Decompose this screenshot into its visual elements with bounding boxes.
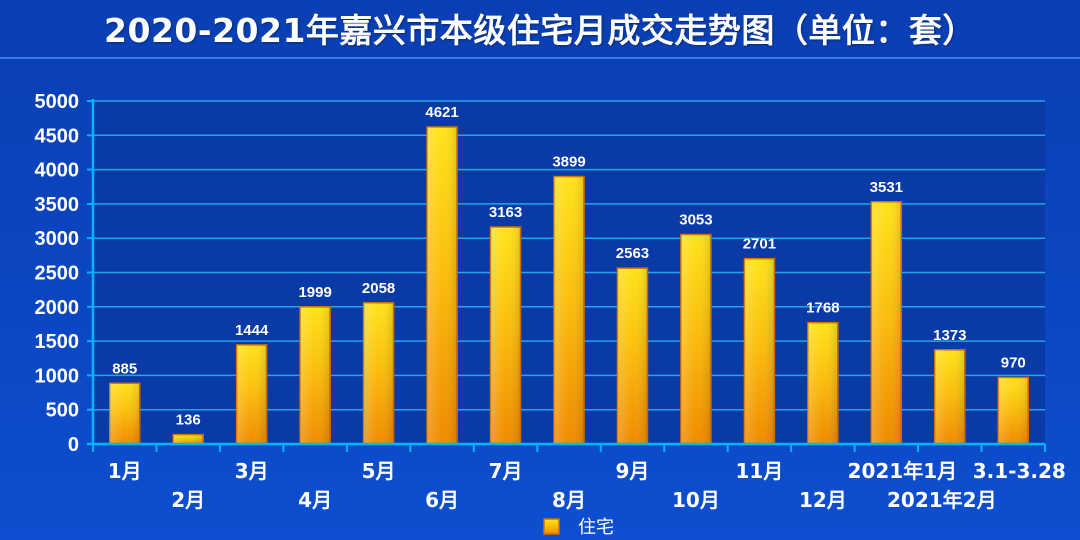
data-label: 136 (176, 412, 201, 429)
data-label: 885 (112, 360, 137, 377)
bar-shade (427, 126, 458, 445)
y-tick-label: 4000 (35, 160, 80, 182)
y-tick-label: 2500 (35, 263, 80, 285)
bar-shade (617, 268, 648, 444)
y-tick-label: 1000 (35, 365, 80, 387)
data-label: 4621 (425, 104, 458, 121)
x-tick-label: 10月 (672, 488, 720, 512)
x-tick-label: 6月 (425, 488, 459, 512)
x-tick-label: 4月 (298, 488, 332, 512)
y-tick-label: 3500 (35, 194, 80, 216)
x-tick-label: 5月 (362, 459, 396, 483)
legend-label: 住宅 (578, 517, 614, 538)
y-tick-label: 5000 (35, 91, 80, 113)
y-tick-label: 3000 (35, 228, 80, 250)
legend-swatch (543, 518, 560, 535)
x-tick-label: 8月 (552, 488, 586, 512)
bar-shade (300, 306, 331, 444)
bar-shade (934, 349, 965, 444)
x-tick-label: 11月 (735, 459, 783, 483)
data-label: 1444 (235, 322, 269, 339)
data-label: 2563 (616, 245, 649, 262)
bar-shade (109, 383, 140, 444)
data-label: 970 (1001, 354, 1026, 371)
data-label: 3053 (679, 212, 712, 229)
x-tick-label: 12月 (799, 488, 847, 512)
x-tick-label: 9月 (616, 459, 650, 483)
bar-shade (490, 227, 521, 444)
bar-shade (173, 434, 204, 444)
y-tick-label: 0 (68, 434, 79, 456)
axes (87, 99, 1046, 452)
data-label: 1768 (806, 300, 839, 317)
bar-shade (363, 302, 394, 444)
x-tick-label: 3.1-3.28 (973, 459, 1066, 483)
x-tick-label: 7月 (489, 459, 523, 483)
bars (108, 126, 1030, 445)
data-labels: 885 136 1444 1999 2058 4621 3163 3899 2563 3053 27… (112, 104, 1026, 429)
bar-shade (554, 176, 584, 444)
data-label: 3899 (552, 154, 585, 171)
x-tick-label: 2月 (171, 488, 205, 512)
data-label: 1373 (933, 327, 966, 344)
bar-shade (680, 234, 711, 444)
bar-shade (807, 322, 838, 444)
data-label: 1999 (298, 284, 331, 301)
x-tick-label: 2021年1月 (848, 459, 958, 483)
y-tick-label: 1500 (35, 331, 80, 353)
bar-shade (871, 201, 902, 444)
x-tick-label: 1月 (108, 459, 142, 483)
x-tick-label: 3月 (235, 459, 269, 483)
bar-shade (744, 258, 775, 444)
data-label: 2701 (743, 236, 776, 253)
bar-shade (998, 377, 1029, 444)
data-label: 2058 (362, 280, 395, 297)
data-label: 3531 (870, 179, 903, 196)
y-tick-label: 4500 (35, 125, 80, 147)
legend: 住宅 (543, 517, 614, 538)
data-label: 3163 (489, 204, 522, 221)
x-tick-label: 2021年2月 (887, 488, 997, 512)
bar-shade (236, 344, 267, 444)
y-axis-ticks: 0 500 1000 1500 2000 2500 3000 3500 4000 4500 5000 (35, 91, 93, 456)
y-tick-label: 500 (46, 400, 79, 422)
y-tick-label: 2000 (35, 297, 80, 319)
chart-title: 2020-2021年嘉兴市本级住宅月成交走势图（单位：套） (104, 11, 976, 50)
